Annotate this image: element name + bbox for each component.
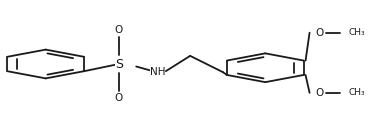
Text: CH₃: CH₃ bbox=[348, 28, 365, 37]
Text: S: S bbox=[115, 57, 123, 71]
Text: O: O bbox=[115, 25, 123, 35]
Text: NH: NH bbox=[150, 67, 165, 77]
Text: CH₃: CH₃ bbox=[348, 88, 365, 97]
Text: O: O bbox=[315, 28, 323, 38]
Text: O: O bbox=[115, 93, 123, 103]
Text: O: O bbox=[315, 88, 323, 98]
